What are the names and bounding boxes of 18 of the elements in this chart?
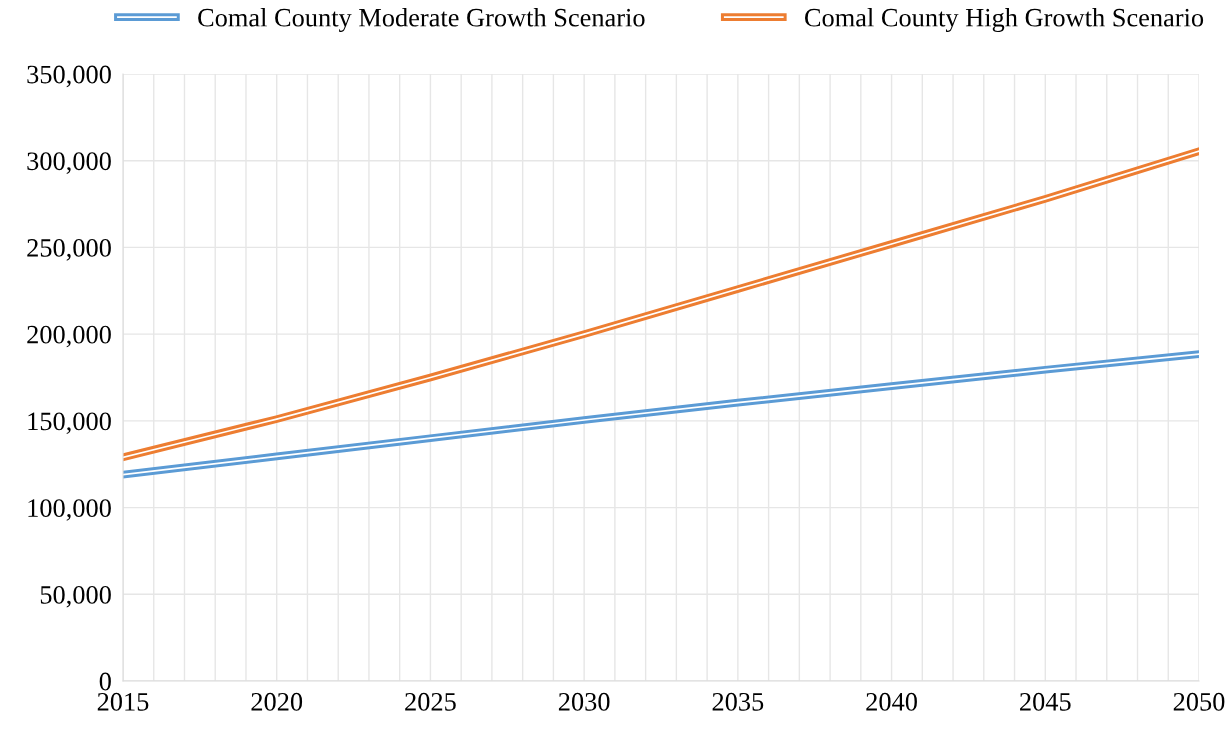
y-tick-label: 50,000 [40, 585, 111, 608]
x-tick-label: 2030 [558, 692, 610, 711]
x-tick-label: 2035 [712, 692, 764, 711]
legend-label: Comal County High Growth Scenario [805, 8, 1204, 33]
x-tick-label: 2050 [1173, 692, 1225, 711]
y-tick-label: 0 [99, 672, 111, 691]
x-tick-label: 2040 [866, 692, 917, 711]
y-tick-label: 250,000 [27, 239, 111, 261]
x-tick-label: 2025 [405, 692, 456, 711]
x-tick-label: 2045 [1020, 692, 1071, 711]
x-tick-label: 2020 [251, 692, 303, 711]
y-tick-label: 300,000 [27, 152, 111, 174]
y-tick-label: 100,000 [28, 499, 111, 521]
y-tick-label: 350,000 [27, 65, 111, 88]
x-tick-label: 2015 [97, 692, 149, 711]
legend-label: Comal County Moderate Growth Scenario [198, 8, 645, 33]
y-tick-label: 200,000 [27, 325, 111, 348]
y-tick-label: 150,000 [28, 412, 111, 435]
